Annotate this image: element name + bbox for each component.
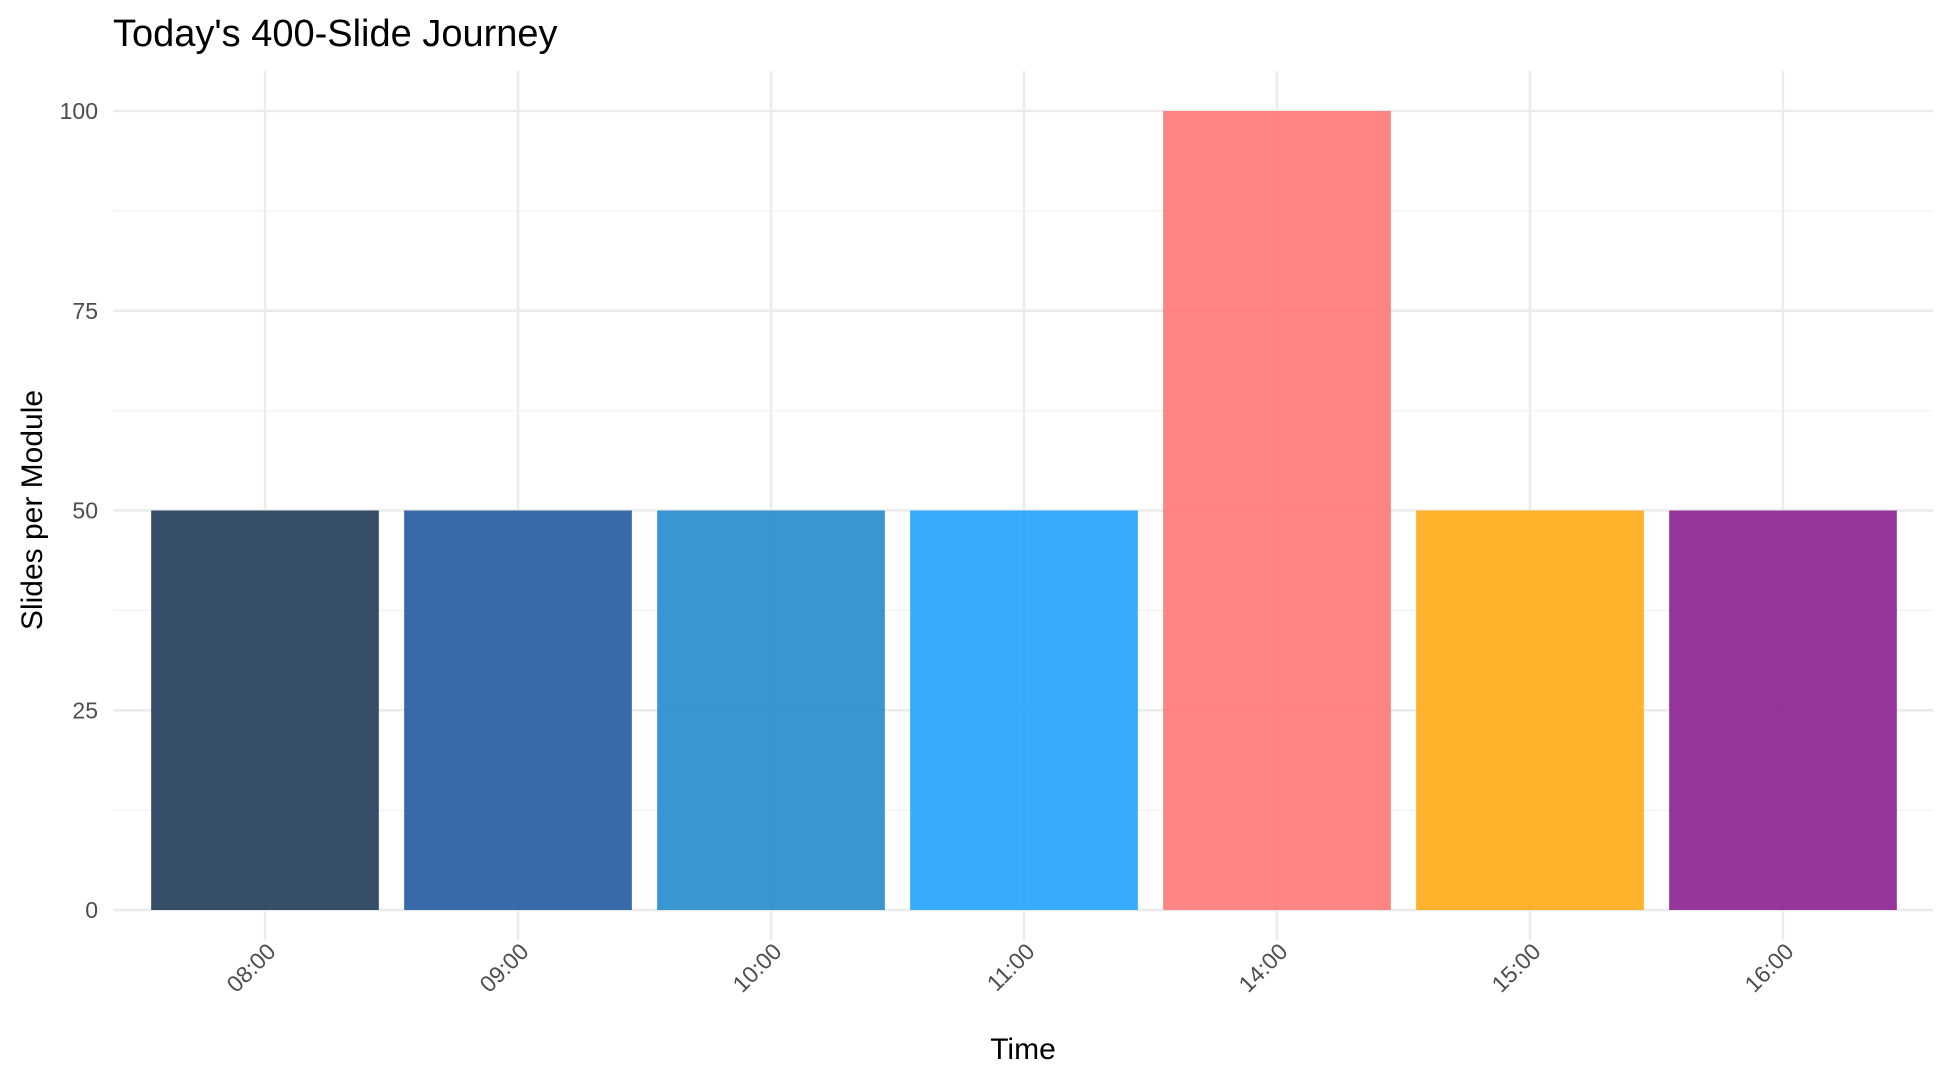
bar-1400 — [1163, 111, 1391, 910]
x-tick-label: 16:00 — [1739, 938, 1798, 997]
x-axis-label: Time — [990, 1033, 1056, 1066]
y-tick-label: 25 — [72, 697, 98, 723]
bar-1600 — [1669, 510, 1897, 910]
x-axis-ticks: 08:00 09:00 10:00 11:00 14:00 15:00 16:00 — [221, 938, 1798, 997]
x-tick-label: 10:00 — [727, 938, 786, 997]
bar-1000 — [657, 510, 885, 910]
y-axis-label: Slides per Module — [16, 390, 49, 630]
bars — [151, 111, 1897, 910]
y-tick-label: 75 — [72, 298, 98, 324]
x-tick-label: 11:00 — [982, 938, 1040, 996]
y-tick-label: 100 — [60, 98, 98, 124]
x-tick-label: 09:00 — [474, 938, 533, 997]
y-tick-label: 0 — [85, 897, 98, 923]
bar-1500 — [1416, 510, 1644, 910]
bar-1100 — [910, 510, 1138, 910]
bar-0800 — [151, 510, 379, 910]
y-tick-label: 50 — [72, 498, 98, 524]
x-tick-label: 14:00 — [1233, 938, 1292, 997]
chart-title: Today's 400-Slide Journey — [113, 13, 558, 55]
bar-0900 — [404, 510, 632, 910]
x-tick-label: 08:00 — [221, 938, 280, 997]
y-axis-ticks: 0 25 50 75 100 — [60, 98, 98, 923]
x-tick-label: 15:00 — [1486, 938, 1545, 997]
